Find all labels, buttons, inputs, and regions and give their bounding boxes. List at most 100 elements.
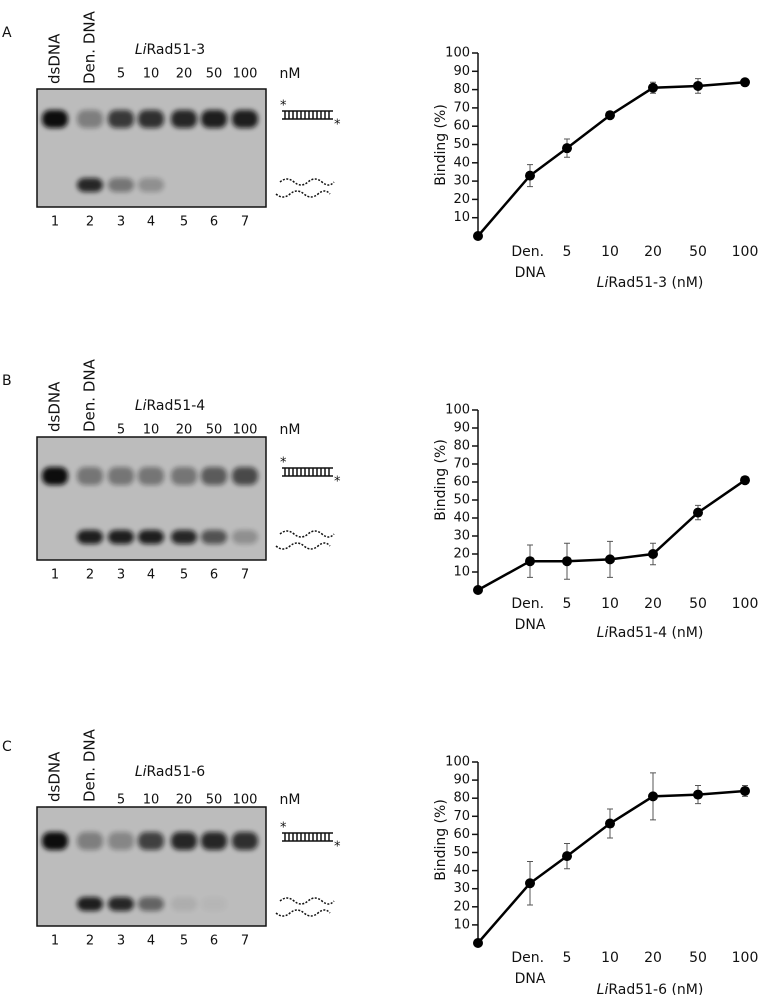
gel-band <box>232 467 258 485</box>
y-tick-label: 50 <box>453 137 470 152</box>
lane-number: 3 <box>117 568 125 583</box>
x-tick-label: 5 <box>563 596 572 612</box>
gel-title: LiRad51-4 <box>135 398 205 414</box>
lane-number: 7 <box>241 568 249 583</box>
x-axis-label: LiRad51-4 (nM) <box>597 625 704 641</box>
x-tick-label: 50 <box>689 244 707 260</box>
data-point <box>525 878 535 889</box>
data-point <box>693 80 703 91</box>
gel-title: LiRad51-3 <box>135 42 205 58</box>
gel-title-italic: Li <box>135 764 147 780</box>
x-tick-label: 100 <box>732 244 759 260</box>
y-tick-label: 50 <box>453 845 470 860</box>
asterisk: * <box>280 821 287 836</box>
gel-title-italic: Li <box>135 398 147 414</box>
y-tick-label: 90 <box>453 773 470 788</box>
gel-band <box>138 832 164 850</box>
gel-band <box>232 530 258 544</box>
lane-number: 5 <box>180 215 188 230</box>
lane-label: 10 <box>143 67 160 82</box>
gel-band <box>138 530 164 544</box>
y-tick-label: 70 <box>453 100 470 115</box>
gel-image <box>36 806 267 927</box>
data-point <box>473 938 483 948</box>
x-label-rest: Rad51-3 (nM) <box>608 275 703 291</box>
x-tick-label: 20 <box>644 950 662 966</box>
x-axis-label: LiRad51-3 (nM) <box>597 275 704 291</box>
gel-band <box>171 530 197 544</box>
lane-label: 100 <box>233 793 258 808</box>
y-tick-label: 100 <box>445 46 470 61</box>
lane-label: dsDNA <box>46 33 64 84</box>
lane-number: 4 <box>147 934 155 949</box>
gel-band <box>201 467 227 485</box>
gel-band <box>108 110 134 128</box>
lane-label: Den. DNA <box>81 358 99 432</box>
y-tick-label: 20 <box>453 899 470 914</box>
gel-band <box>171 467 197 485</box>
data-point <box>693 507 703 518</box>
y-tick-label: 100 <box>445 755 470 770</box>
dsdna-icon <box>282 110 333 120</box>
asterisk: * <box>280 456 287 471</box>
gel-band <box>108 467 134 485</box>
lane-label: 5 <box>117 423 125 438</box>
unit-label: nM <box>280 792 301 808</box>
gel-band <box>108 832 134 850</box>
x-tick-label: 50 <box>689 950 707 966</box>
y-tick-label: 50 <box>453 493 470 508</box>
gel-title: LiRad51-6 <box>135 764 205 780</box>
data-point <box>473 585 483 595</box>
gel-band <box>201 832 227 850</box>
gel-band <box>77 110 103 128</box>
gel-title-italic: Li <box>135 42 147 58</box>
data-point <box>605 554 615 565</box>
ssdna-icon <box>275 530 335 550</box>
y-tick-label: 40 <box>453 863 470 878</box>
lane-label: dsDNA <box>46 381 64 432</box>
y-tick-label: 80 <box>453 439 470 454</box>
y-tick-label: 40 <box>453 155 470 170</box>
lane-number: 6 <box>210 215 218 230</box>
data-point <box>605 110 615 121</box>
x-tick-label: 100 <box>732 950 759 966</box>
lane-number: 3 <box>117 215 125 230</box>
lane-number: 7 <box>241 934 249 949</box>
gel-band <box>42 467 68 485</box>
lane-label: 100 <box>233 423 258 438</box>
y-axis-label: Binding (%) <box>433 439 449 521</box>
y-tick-label: 100 <box>445 403 470 418</box>
gel-band <box>77 530 103 544</box>
data-point <box>473 231 483 241</box>
data-line <box>477 479 746 592</box>
y-tick-label: 10 <box>453 565 470 580</box>
panel-label: A <box>2 25 12 41</box>
y-tick-label: 80 <box>453 791 470 806</box>
ssdna-icon <box>275 897 335 917</box>
panel-label: C <box>2 739 12 755</box>
gel-band <box>232 832 258 850</box>
data-point <box>562 851 572 862</box>
dsdna-icon <box>282 467 333 477</box>
unit-label: nM <box>280 66 301 82</box>
gel-band <box>77 897 103 911</box>
data-line <box>477 81 746 237</box>
y-tick-label: 10 <box>453 210 470 225</box>
lane-number: 6 <box>210 934 218 949</box>
data-point <box>648 791 658 802</box>
asterisk: * <box>334 840 341 855</box>
x-tick-label: 5 <box>563 950 572 966</box>
y-tick-label: 90 <box>453 64 470 79</box>
x-label-italic: Li <box>597 982 609 995</box>
y-tick-label: 30 <box>453 881 470 896</box>
y-tick-label: 70 <box>453 809 470 824</box>
lane-label: 50 <box>206 423 223 438</box>
gel-band <box>138 467 164 485</box>
lane-number: 2 <box>86 568 94 583</box>
gel-title-rest: Rad51-4 <box>147 398 206 414</box>
asterisk: * <box>334 475 341 490</box>
x-tick-label: 10 <box>601 596 619 612</box>
lane-number: 3 <box>117 934 125 949</box>
gel-title-rest: Rad51-6 <box>147 764 206 780</box>
lane-label: Den. DNA <box>81 10 99 84</box>
